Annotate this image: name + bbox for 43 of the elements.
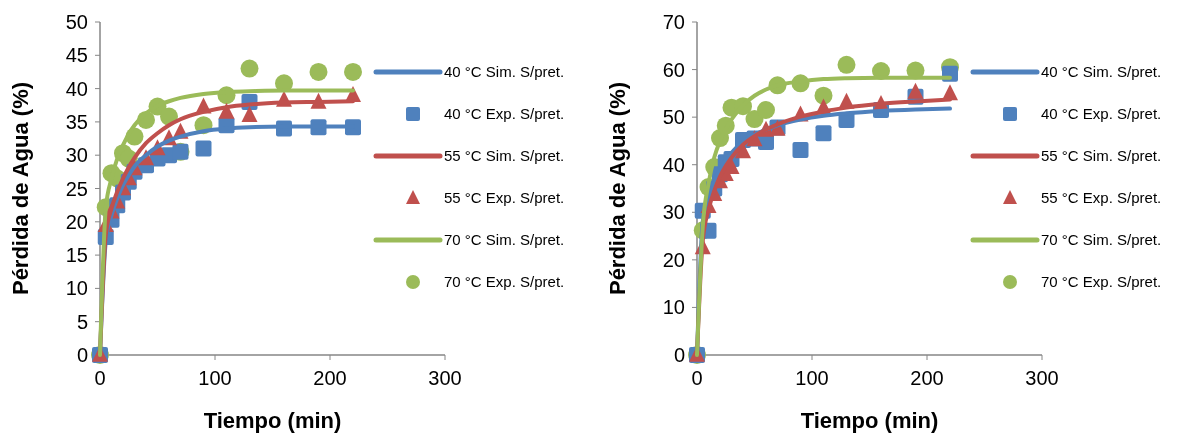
legend-label: 70 °C Sim. S/pret. bbox=[1041, 231, 1162, 249]
y-axis-title: Pérdida de Agua (%) bbox=[605, 81, 630, 296]
y-tick-label: 45 bbox=[65, 44, 88, 67]
y-tick-label: 30 bbox=[65, 144, 88, 167]
x-tick-label: 200 bbox=[313, 367, 347, 389]
y-tick-label: 10 bbox=[662, 296, 685, 319]
y-tick-label: 50 bbox=[65, 11, 88, 33]
x-tick-label: 200 bbox=[910, 367, 944, 389]
y-tick-label: 40 bbox=[65, 77, 88, 100]
legend-label: 70 °C Exp. S/pret. bbox=[444, 273, 565, 291]
y-tick-label: 15 bbox=[65, 244, 88, 267]
y-tick-label: 30 bbox=[662, 201, 685, 224]
legend-label: 55 °C Exp. S/pret. bbox=[1041, 189, 1162, 207]
legend-label: 55 °C Sim. S/pret. bbox=[444, 147, 565, 165]
x-tick-label: 300 bbox=[1025, 367, 1059, 389]
legend-label: 40 °C Sim. S/pret. bbox=[1041, 63, 1162, 81]
legend-label: 40 °C Sim. S/pret. bbox=[444, 63, 565, 81]
legend-label: 55 °C Exp. S/pret. bbox=[444, 189, 565, 207]
legend-label: 40 °C Exp. S/pret. bbox=[444, 105, 565, 123]
y-axis-title: Pérdida de Agua (%) bbox=[8, 81, 33, 296]
y-tick-label: 40 bbox=[662, 153, 685, 176]
x-tick-label: 0 bbox=[94, 367, 106, 389]
x-axis-title: Tiempo (min) bbox=[203, 408, 342, 433]
x-tick-label: 300 bbox=[428, 367, 462, 389]
legend-label: 70 °C Exp. S/pret. bbox=[1041, 273, 1162, 291]
y-tick-label: 20 bbox=[65, 210, 88, 233]
y-tick-label: 0 bbox=[76, 344, 88, 366]
y-tick-label: 0 bbox=[673, 344, 685, 366]
legend-label: 40 °C Exp. S/pret. bbox=[1041, 105, 1162, 123]
legend-label: 70 °C Sim. S/pret. bbox=[444, 231, 565, 249]
x-axis-title: Tiempo (min) bbox=[800, 408, 939, 433]
x-tick-label: 100 bbox=[198, 367, 232, 389]
x-tick-label: 0 bbox=[691, 367, 703, 389]
y-tick-label: 50 bbox=[662, 106, 685, 129]
y-tick-label: 70 bbox=[662, 11, 685, 33]
y-tick-label: 10 bbox=[65, 277, 88, 300]
y-tick-label: 35 bbox=[65, 110, 88, 133]
legend-label: 55 °C Sim. S/pret. bbox=[1041, 147, 1162, 165]
y-tick-label: 25 bbox=[65, 177, 88, 200]
y-tick-label: 60 bbox=[662, 58, 685, 81]
x-tick-label: 100 bbox=[795, 367, 829, 389]
y-tick-label: 5 bbox=[76, 310, 88, 333]
y-tick-label: 20 bbox=[662, 248, 685, 271]
